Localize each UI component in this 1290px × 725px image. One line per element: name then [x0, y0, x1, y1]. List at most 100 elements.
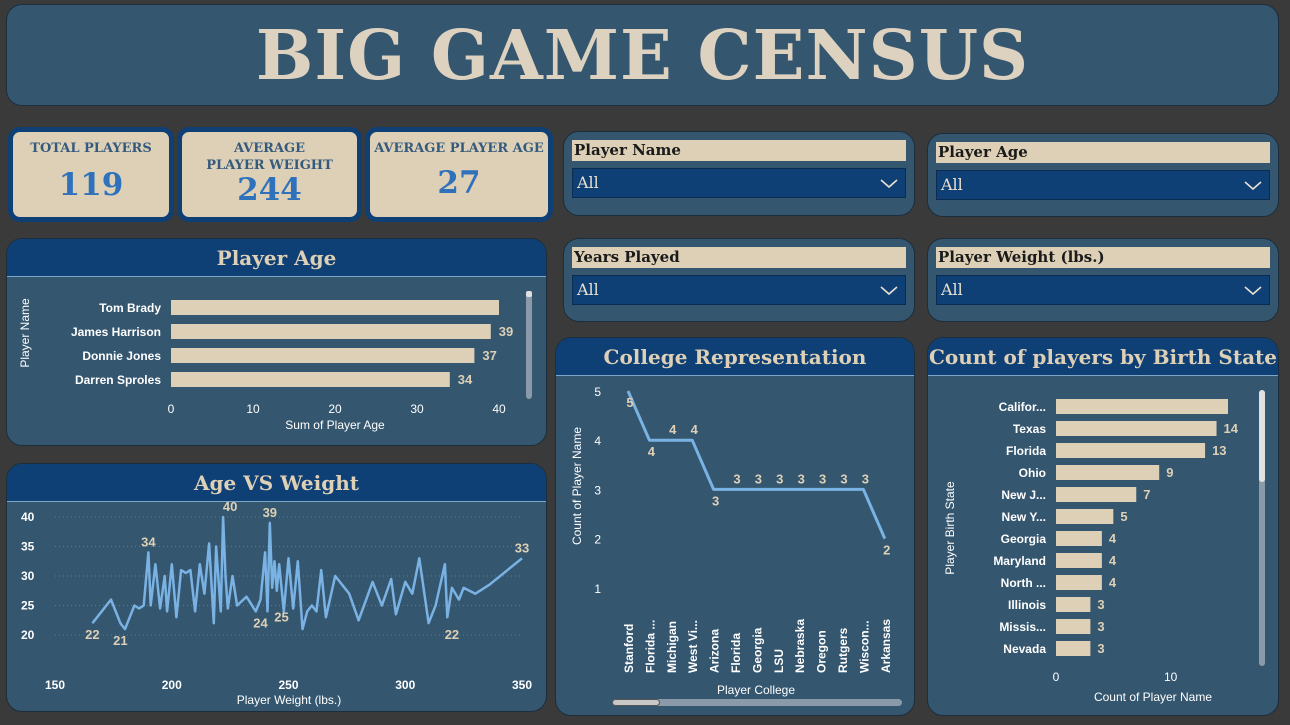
scrollbar-thumb[interactable] — [1259, 390, 1265, 482]
slicer-years-played: Years Played All — [563, 238, 915, 322]
category-label: Texas — [1013, 422, 1046, 436]
data-label: 4 — [648, 444, 656, 459]
player-age-dropdown[interactable]: All — [936, 170, 1270, 200]
x-axis-title: Player Weight (lbs.) — [237, 693, 341, 707]
y-tick-label: 25 — [21, 599, 35, 613]
x-tick-label: 0 — [1053, 670, 1060, 684]
y-axis-title: Count of Player Name — [570, 427, 584, 545]
data-label: 4 — [691, 422, 699, 437]
data-label: 14 — [1224, 421, 1239, 436]
x-axis-title: Player College — [717, 683, 795, 697]
slicer-player-age: Player Age All — [927, 133, 1279, 217]
data-label: 4 — [1109, 575, 1117, 590]
x-tick-label: Florida ... — [643, 620, 657, 673]
chevron-down-icon — [880, 286, 898, 296]
age-weight-panel: Age VS Weight 20 25 30 35 40 150 200 250 300 350 2… — [6, 463, 547, 712]
player-age-panel: Player Age 0 10 20 30 40 Tom Brady James Harri… — [6, 238, 547, 446]
chart-title: Player Age — [7, 239, 546, 277]
x-tick-label: Nebraska — [793, 619, 807, 673]
bar — [1056, 487, 1137, 502]
slicer-label: Player Weight (lbs.) — [936, 247, 1270, 268]
bar — [1056, 443, 1206, 458]
dropdown-value: All — [941, 175, 963, 194]
data-label: 37 — [482, 348, 496, 363]
chevron-down-icon — [1244, 181, 1262, 191]
x-tick-label: 20 — [328, 402, 342, 416]
category-label: Illinois — [1008, 598, 1046, 612]
bar — [1056, 553, 1102, 568]
data-label: 39 — [499, 324, 513, 339]
data-label: 3 — [862, 471, 869, 486]
x-tick-label: 250 — [278, 678, 298, 692]
y-axis-title: Player Birth State — [943, 481, 957, 575]
bar — [171, 372, 450, 387]
bar — [171, 348, 475, 363]
bar — [1056, 575, 1102, 590]
data-label: 5 — [626, 395, 633, 410]
kpi-average-weight: AVERAGE PLAYER WEIGHT 244 — [177, 127, 362, 222]
data-label: 9 — [1166, 465, 1173, 480]
category-label: North ... — [1001, 576, 1046, 590]
college-chart: 1 2 3 4 5 5 Stanford 4 Florida ... 4 Michigan 4 West… — [570, 385, 893, 697]
y-tick-label: 35 — [21, 540, 35, 554]
vertical-scrollbar[interactable] — [1259, 390, 1265, 666]
x-tick-label: Michigan — [665, 621, 679, 673]
chevron-down-icon — [1244, 286, 1262, 296]
category-label: Georgia — [1001, 532, 1047, 546]
data-label: 4 — [1109, 531, 1117, 546]
kpi-average-age: AVERAGE PLAYER AGE 27 — [365, 127, 553, 222]
player-weight-dropdown[interactable]: All — [936, 275, 1270, 305]
data-label: 3 — [712, 493, 719, 508]
x-tick-label: 200 — [162, 678, 182, 692]
data-label: 5 — [1120, 509, 1127, 524]
category-label: Maryland — [993, 554, 1046, 568]
scrollbar-thumb[interactable] — [612, 699, 660, 706]
x-tick-label: Oregon — [815, 630, 829, 673]
data-label: 3 — [819, 471, 826, 486]
player-name-dropdown[interactable]: All — [572, 168, 906, 198]
chart-title: Age VS Weight — [7, 464, 546, 502]
data-label: 34 — [458, 372, 473, 387]
data-label: 40 — [223, 502, 237, 514]
data-label: 3 — [733, 471, 740, 486]
bar — [171, 324, 491, 339]
data-label: 3 — [1097, 597, 1104, 612]
data-label: 24 — [253, 615, 268, 630]
title-banner: BIG GAME CENSUS — [6, 4, 1279, 106]
horizontal-scrollbar[interactable] — [612, 699, 902, 706]
data-label: 21 — [113, 633, 127, 648]
y-tick-label: 3 — [594, 483, 601, 497]
category-label: Nevada — [1003, 642, 1046, 656]
age-weight-chart: 20 25 30 35 40 150 200 250 300 350 22 21 34 40 39 24 25 2… — [21, 502, 532, 707]
kpi-value: 119 — [58, 167, 124, 203]
category-label: Ohio — [1019, 466, 1046, 480]
data-label: 33 — [515, 540, 529, 555]
x-tick-label: Wiscon... — [857, 620, 871, 673]
data-label: 13 — [1212, 443, 1226, 458]
x-tick-label: Georgia — [750, 627, 764, 673]
bar — [1056, 597, 1091, 612]
data-label: 3 — [798, 471, 805, 486]
category-label: Califor... — [999, 400, 1046, 414]
category-label: Missis... — [999, 620, 1046, 634]
chart-title: Count of players by Birth State — [928, 338, 1278, 376]
data-label: 22 — [85, 627, 99, 642]
category-label: New J... — [1001, 488, 1046, 502]
kpi-value: 244 — [237, 172, 302, 208]
category-label: Darren Sproles — [75, 373, 161, 387]
bar — [1056, 465, 1160, 480]
slicer-label: Years Played — [572, 247, 906, 268]
years-played-dropdown[interactable]: All — [572, 275, 906, 305]
data-label: 4 — [1109, 553, 1117, 568]
category-label: Donnie Jones — [82, 349, 161, 363]
dropdown-value: All — [577, 280, 599, 299]
data-label: 39 — [263, 505, 277, 520]
dashboard-title: BIG GAME CENSUS — [255, 16, 1030, 96]
series-line — [626, 390, 887, 540]
x-tick-label: 150 — [45, 678, 65, 692]
scrollbar-track — [526, 291, 532, 399]
slicer-label: Player Name — [572, 140, 906, 161]
x-tick-label: LSU — [772, 649, 786, 673]
kpi-total-players: TOTAL PLAYERS 119 — [8, 127, 174, 222]
x-tick-label: Florida — [729, 633, 743, 673]
